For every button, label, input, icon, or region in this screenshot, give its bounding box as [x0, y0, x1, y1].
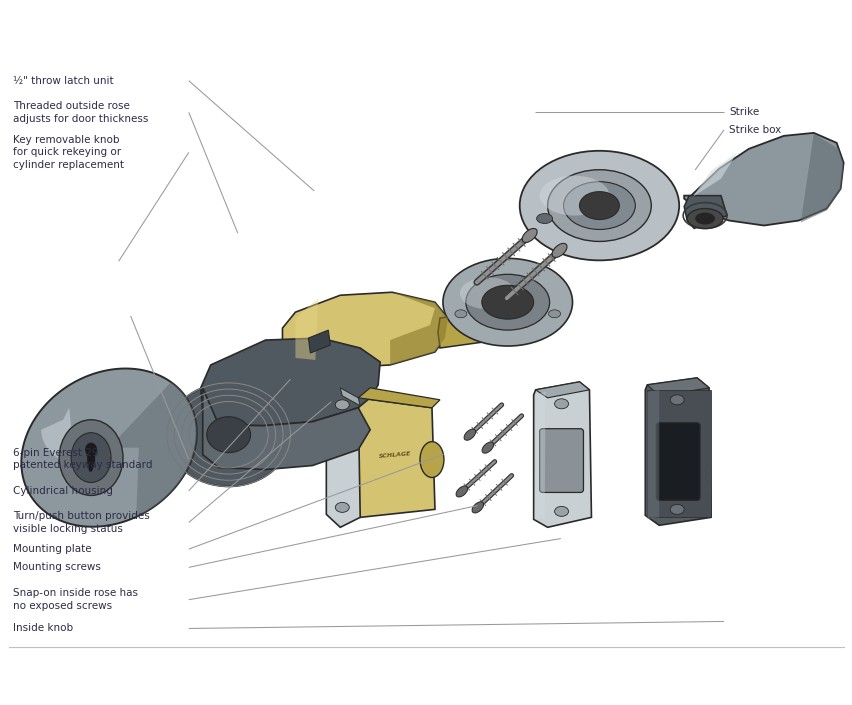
Text: Mounting screws: Mounting screws	[14, 563, 101, 572]
Polygon shape	[644, 378, 711, 525]
Polygon shape	[358, 388, 440, 407]
Ellipse shape	[687, 209, 722, 228]
Ellipse shape	[563, 182, 635, 230]
Polygon shape	[800, 134, 843, 223]
Ellipse shape	[481, 286, 533, 319]
Polygon shape	[535, 382, 589, 398]
Polygon shape	[647, 378, 708, 396]
Polygon shape	[389, 293, 447, 365]
Polygon shape	[41, 407, 75, 464]
Text: Mounting plate: Mounting plate	[14, 544, 92, 554]
Ellipse shape	[551, 243, 567, 257]
Text: Turn/push button provides
visible locking status: Turn/push button provides visible lockin…	[14, 511, 150, 534]
Text: Threaded outside rose
adjusts for door thickness: Threaded outside rose adjusts for door t…	[14, 101, 148, 123]
FancyBboxPatch shape	[655, 423, 699, 501]
Polygon shape	[21, 369, 197, 527]
Ellipse shape	[548, 309, 560, 318]
Polygon shape	[647, 390, 711, 517]
Ellipse shape	[167, 383, 290, 486]
Polygon shape	[693, 153, 736, 197]
Ellipse shape	[539, 176, 608, 216]
Polygon shape	[647, 390, 659, 520]
Polygon shape	[109, 382, 197, 517]
Ellipse shape	[579, 192, 619, 219]
Text: Snap-on inside rose has
no exposed screws: Snap-on inside rose has no exposed screw…	[14, 589, 138, 611]
FancyBboxPatch shape	[539, 429, 583, 493]
Polygon shape	[87, 450, 95, 472]
Text: Key removable knob
for quick rekeying or
cylinder replacement: Key removable knob for quick rekeying or…	[14, 135, 124, 170]
Ellipse shape	[456, 486, 467, 497]
Ellipse shape	[670, 395, 683, 405]
Ellipse shape	[71, 433, 111, 482]
Ellipse shape	[454, 309, 466, 318]
Text: SCHLAGE: SCHLAGE	[378, 450, 411, 458]
Polygon shape	[282, 293, 447, 368]
Text: 6-pin Everest 29
patented keyway standard: 6-pin Everest 29 patented keyway standar…	[14, 448, 153, 470]
Ellipse shape	[694, 212, 714, 224]
Ellipse shape	[536, 214, 552, 223]
Ellipse shape	[465, 274, 549, 330]
Polygon shape	[534, 392, 545, 520]
Text: Cylindrical housing: Cylindrical housing	[14, 486, 113, 496]
Polygon shape	[683, 133, 843, 226]
Polygon shape	[683, 195, 726, 228]
Ellipse shape	[442, 258, 572, 346]
Polygon shape	[200, 338, 380, 426]
Polygon shape	[340, 388, 360, 406]
Text: Inside knob: Inside knob	[14, 623, 73, 634]
Ellipse shape	[335, 400, 348, 410]
Polygon shape	[308, 330, 330, 353]
Ellipse shape	[481, 442, 493, 453]
Text: Strike box: Strike box	[728, 125, 780, 135]
Polygon shape	[295, 298, 318, 360]
Polygon shape	[203, 388, 370, 470]
Polygon shape	[352, 398, 435, 517]
Ellipse shape	[85, 443, 97, 457]
Ellipse shape	[521, 228, 537, 243]
Polygon shape	[326, 388, 360, 527]
Ellipse shape	[463, 429, 475, 440]
Ellipse shape	[59, 419, 123, 496]
Ellipse shape	[471, 502, 483, 513]
Polygon shape	[437, 308, 534, 348]
Ellipse shape	[419, 441, 443, 477]
Polygon shape	[533, 382, 590, 527]
Ellipse shape	[670, 504, 683, 515]
Ellipse shape	[547, 170, 651, 241]
Ellipse shape	[459, 277, 515, 309]
Ellipse shape	[519, 151, 678, 260]
Ellipse shape	[554, 399, 568, 409]
Text: ½" throw latch unit: ½" throw latch unit	[14, 75, 114, 86]
Text: Strike: Strike	[728, 106, 758, 116]
Ellipse shape	[206, 417, 250, 453]
Ellipse shape	[335, 503, 348, 513]
Ellipse shape	[554, 506, 568, 516]
